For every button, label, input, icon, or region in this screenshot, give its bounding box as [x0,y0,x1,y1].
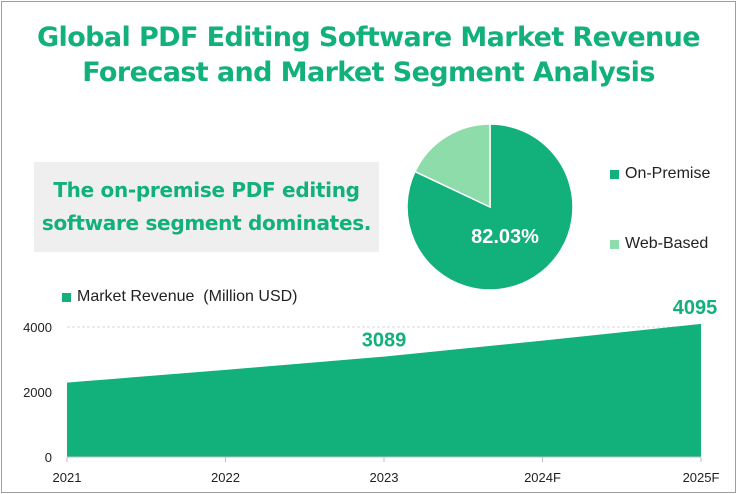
x-tick-label-2022: 2022 [211,470,240,485]
legend-item-web-based: Web-Based [610,235,708,253]
insight-callout: The on-premise PDF editing software segm… [34,162,379,252]
legend-swatch-web-based [610,239,619,249]
legend-label-market-revenue: Market Revenue (Million USD) [77,288,298,305]
chart-title: Global PDF Editing Software Market Reven… [0,20,737,90]
title-line-2: Forecast and Market Segment Analysis [82,57,655,88]
legend-item-market-revenue: Market Revenue (Million USD) [62,288,298,306]
legend-item-on-premise: On-Premise [610,165,710,183]
y-tick-label-0: 0 [45,450,52,465]
area-series-market-revenue [67,323,701,457]
legend-swatch-market-revenue [62,292,71,302]
legend-label-on-premise: On-Premise [625,165,711,182]
callout-line-1: The on-premise PDF editing [53,178,360,202]
x-tick-label-2023: 2023 [370,470,399,485]
legend-swatch-on-premise [610,169,619,179]
x-tick-label-2024f: 2024F [524,470,561,485]
y-tick-label-4000: 4000 [23,320,52,335]
data-label-2025f: 4095 [673,297,718,319]
x-tick-label-2025f: 2025F [683,470,720,485]
callout-line-2: software segment dominates. [41,211,372,235]
pie-slice-web-based [413,123,491,209]
y-tick-label-2000: 2000 [23,385,52,400]
data-label-2023: 3089 [362,330,407,352]
title-line-1: Global PDF Editing Software Market Reven… [36,22,701,53]
pie-data-label: 82.03% [471,226,539,248]
x-tick-label-2021: 2021 [53,470,82,485]
legend-label-web-based: Web-Based [625,235,709,252]
pie-slice-on-premise [406,123,574,291]
